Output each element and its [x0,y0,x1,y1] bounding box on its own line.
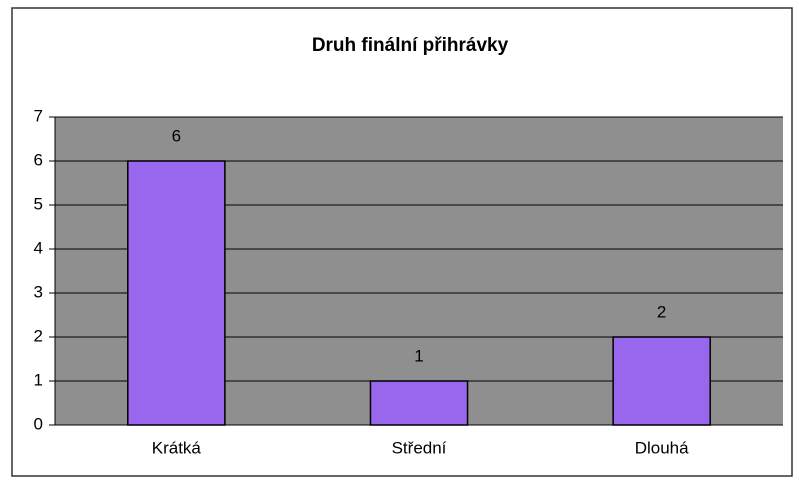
y-tick-label: 5 [34,194,43,213]
bar [612,336,711,426]
x-tick-label: Střední [392,438,447,457]
data-label: 2 [657,302,666,321]
x-tick-label: Dlouhá [635,438,689,457]
y-tick-label: 4 [34,238,43,257]
y-tick-label: 0 [34,414,43,433]
data-label: 6 [172,126,181,145]
y-tick-label: 6 [34,150,43,169]
bar [127,160,226,426]
bar [369,380,469,426]
x-tick-label: Krátká [152,438,202,457]
data-label: 1 [414,346,423,365]
y-tick-label: 3 [34,282,43,301]
y-tick-label: 7 [34,106,43,125]
y-tick-label: 2 [34,326,43,345]
chart-title: Druh finální přihrávky [312,35,509,56]
y-tick-label: 1 [34,370,43,389]
